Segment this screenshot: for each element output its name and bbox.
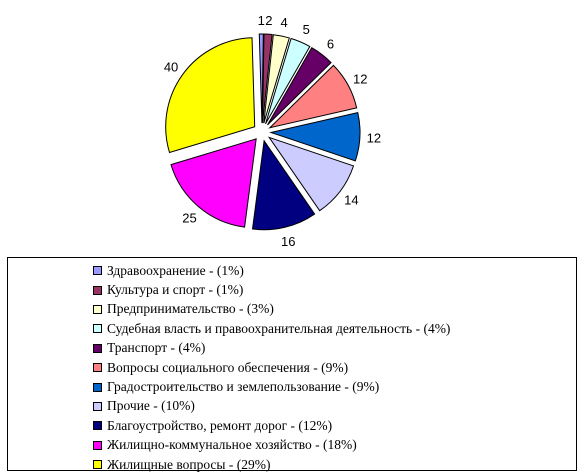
data-label-9: 16: [281, 234, 295, 249]
legend-item: Транспорт - (4%): [93, 339, 450, 358]
legend-swatch: [93, 401, 102, 411]
pie-slice-10: [170, 138, 257, 228]
legend-label: Прочие - (10%): [107, 398, 195, 414]
legend-swatch: [93, 266, 102, 276]
legend: Здравоохранение - (1%) Культура и спорт -…: [7, 257, 577, 474]
legend-label: Вопросы социального обеспечения - (9%): [107, 359, 349, 375]
legend-item: Судебная власть и правоохранительная дея…: [93, 319, 450, 338]
legend-label: Транспорт - (4%): [107, 340, 206, 356]
legend-swatch: [93, 324, 102, 334]
legend-label: Предпринимательство - (3%): [107, 301, 274, 317]
legend-swatch: [93, 285, 102, 295]
data-label-8: 14: [344, 192, 358, 207]
pie-slice-7: [269, 112, 361, 162]
data-label-1: 1: [258, 13, 265, 28]
legend-label: Здравоохранение - (1%): [107, 262, 244, 278]
pie-slice-9: [251, 139, 316, 231]
pie-slice-5: [267, 46, 332, 126]
pie-slice-4: [265, 37, 311, 124]
legend-item: Здравоохранение - (1%): [93, 261, 450, 280]
legend-item: Вопросы социального обеспечения - (9%): [93, 358, 450, 377]
legend-list: Здравоохранение - (1%) Культура и спорт -…: [93, 261, 450, 474]
legend-item: Прочие - (10%): [93, 397, 450, 416]
legend-swatch: [93, 382, 102, 392]
pie-slice-3: [263, 34, 290, 124]
legend-swatch: [93, 343, 102, 353]
legend-label: Жилищно-коммунальное хозяйство - (18%): [107, 437, 357, 453]
data-label-3: 4: [281, 15, 288, 30]
data-label-2: 2: [265, 13, 272, 28]
data-label-6: 12: [353, 71, 367, 86]
pie-slice-1: [258, 33, 264, 124]
legend-label: Культура и спорт - (1%): [107, 282, 244, 298]
pie-chart-area: 1 2 4 5 6 12 12 14 16 25 40: [164, 13, 381, 249]
data-label-5: 6: [327, 36, 334, 51]
legend-swatch: [93, 304, 102, 314]
legend-item: Предпринимательство - (3%): [93, 300, 450, 319]
pie-slice-11: [165, 37, 256, 154]
legend-item: Жилищно-коммунальное хозяйство - (18%): [93, 436, 450, 455]
data-label-10: 25: [182, 210, 196, 225]
legend-swatch: [93, 363, 102, 373]
data-label-11: 40: [164, 60, 178, 75]
legend-label: Судебная власть и правоохранительная дея…: [107, 320, 451, 336]
legend-item: Жилищные вопросы - (29%): [93, 455, 450, 474]
data-label-7: 12: [367, 131, 381, 146]
pie-slice-2: [262, 33, 273, 124]
legend-swatch: [93, 460, 102, 470]
pie-slice-6: [268, 64, 358, 129]
legend-item: Благоустройство, ремонт дорог - (12%): [93, 416, 450, 435]
legend-label: Благоустройство, ремонт дорог - (12%): [107, 417, 333, 433]
legend-swatch: [93, 440, 102, 450]
legend-swatch: [93, 421, 102, 431]
pie-slice-8: [267, 136, 355, 212]
legend-item: Градостроительство и землепользование - …: [93, 377, 450, 396]
legend-label: Градостроительство и землепользование - …: [107, 379, 380, 395]
legend-label: Жилищные вопросы - (29%): [107, 456, 271, 472]
data-label-4: 5: [303, 22, 310, 37]
legend-item: Культура и спорт - (1%): [93, 280, 450, 299]
